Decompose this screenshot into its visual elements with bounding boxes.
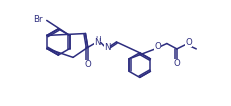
Text: O: O xyxy=(154,42,161,51)
Text: N: N xyxy=(94,38,100,47)
Text: O: O xyxy=(84,60,91,69)
Text: N: N xyxy=(104,43,110,52)
Text: H: H xyxy=(95,36,100,42)
Text: O: O xyxy=(173,59,180,68)
Text: O: O xyxy=(185,38,192,47)
Text: Br: Br xyxy=(33,15,43,24)
